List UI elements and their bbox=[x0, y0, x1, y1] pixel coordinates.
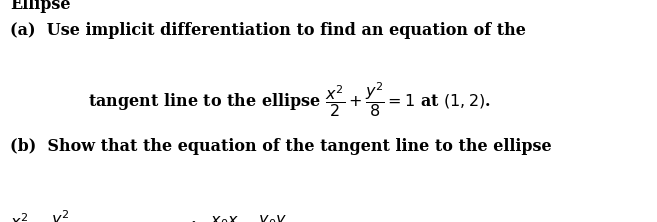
Text: $\dfrac{x^2}{a^2} + \dfrac{y^2}{b^2} = 1$ at $(x_0, y_0)$ is $\dfrac{x_0 x}{a^2}: $\dfrac{x^2}{a^2} + \dfrac{y^2}{b^2} = 1… bbox=[10, 209, 323, 222]
Text: tangent line to the ellipse $\dfrac{x^2}{2} + \dfrac{y^2}{8} = 1$ at $(1, 2)$.: tangent line to the ellipse $\dfrac{x^2}… bbox=[87, 80, 491, 119]
Text: (a)  Use implicit differentiation to find an equation of the: (a) Use implicit differentiation to find… bbox=[10, 22, 526, 39]
Text: (b)  Show that the equation of the tangent line to the ellipse: (b) Show that the equation of the tangen… bbox=[10, 138, 551, 155]
Text: Ellipse: Ellipse bbox=[10, 0, 70, 13]
